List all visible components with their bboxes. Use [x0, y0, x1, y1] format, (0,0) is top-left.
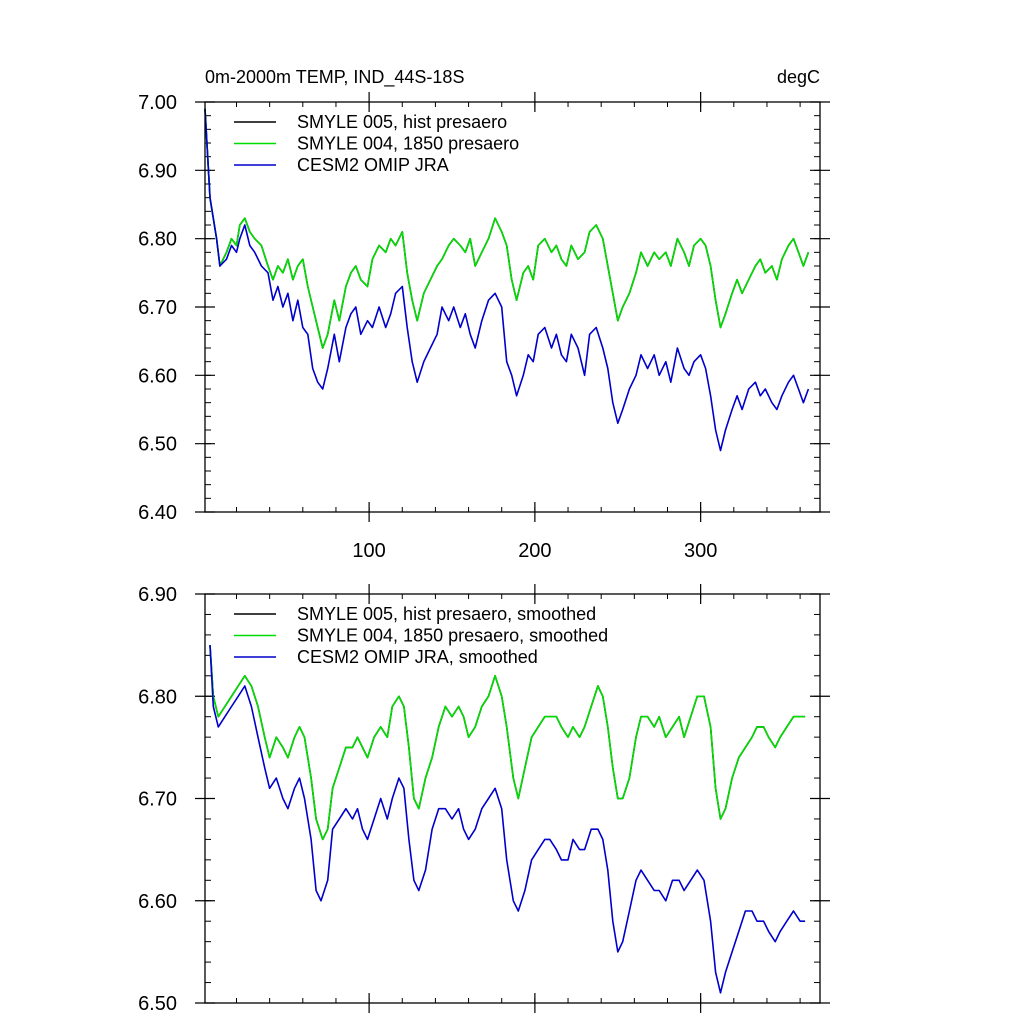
legend-label: SMYLE 005, hist presaero, smoothed: [297, 604, 596, 624]
series-line-2: [204, 108, 810, 349]
y-tick-label: 6.70: [138, 297, 177, 319]
legend-label: CESM2 OMIP JRA: [297, 155, 449, 175]
plot-frame: [204, 101, 821, 513]
legend-label: SMYLE 004, 1850 presaero: [297, 134, 519, 154]
series-line-3: [204, 108, 810, 452]
chart-title-left: 0m-2000m TEMP, IND_44S-18S: [205, 67, 464, 88]
x-tick-label: 200: [518, 540, 551, 562]
legend-label: SMYLE 005, hist presaero: [297, 112, 507, 132]
plot-frame: [204, 593, 821, 1004]
series-line-2: [209, 645, 806, 841]
y-tick-label: 6.40: [138, 502, 177, 524]
series-line-3: [209, 645, 806, 994]
x-tick-label: 300: [684, 540, 717, 562]
y-tick-label: 6.80: [138, 229, 177, 251]
y-tick-label: 6.50: [138, 993, 177, 1015]
y-tick-label: 6.80: [138, 686, 177, 708]
series-line-1: [209, 645, 806, 841]
legend-label: SMYLE 004, 1850 presaero, smoothed: [297, 626, 608, 646]
y-tick-label: 6.70: [138, 789, 177, 811]
panel-bottom: 6.50 6.60 6.70 6.80 6.90 SMYLE 005, hist pres…: [138, 584, 830, 1015]
y-tick-label: 6.50: [138, 434, 177, 456]
y-tick-label: 6.90: [138, 160, 177, 182]
y-tick-label: 6.60: [138, 891, 177, 913]
plot-area-top: 6.40 6.50 6.60 6.70 6.80 6.90 7.00 100 200 300 SMY…: [138, 92, 830, 562]
y-tick-label: 7.00: [138, 92, 177, 114]
legend-label: CESM2 OMIP JRA, smoothed: [297, 647, 538, 667]
y-tick-label: 6.60: [138, 365, 177, 387]
chart-title-right: degC: [777, 67, 820, 87]
y-tick-label: 6.90: [138, 584, 177, 606]
plot-area-bottom: 6.50 6.60 6.70 6.80 6.90 SMYLE 005, hist pres…: [138, 584, 830, 1015]
x-tick-label: 100: [352, 540, 385, 562]
panel-top: 0m-2000m TEMP, IND_44S-18S degC 6.40 6.50…: [138, 67, 830, 562]
